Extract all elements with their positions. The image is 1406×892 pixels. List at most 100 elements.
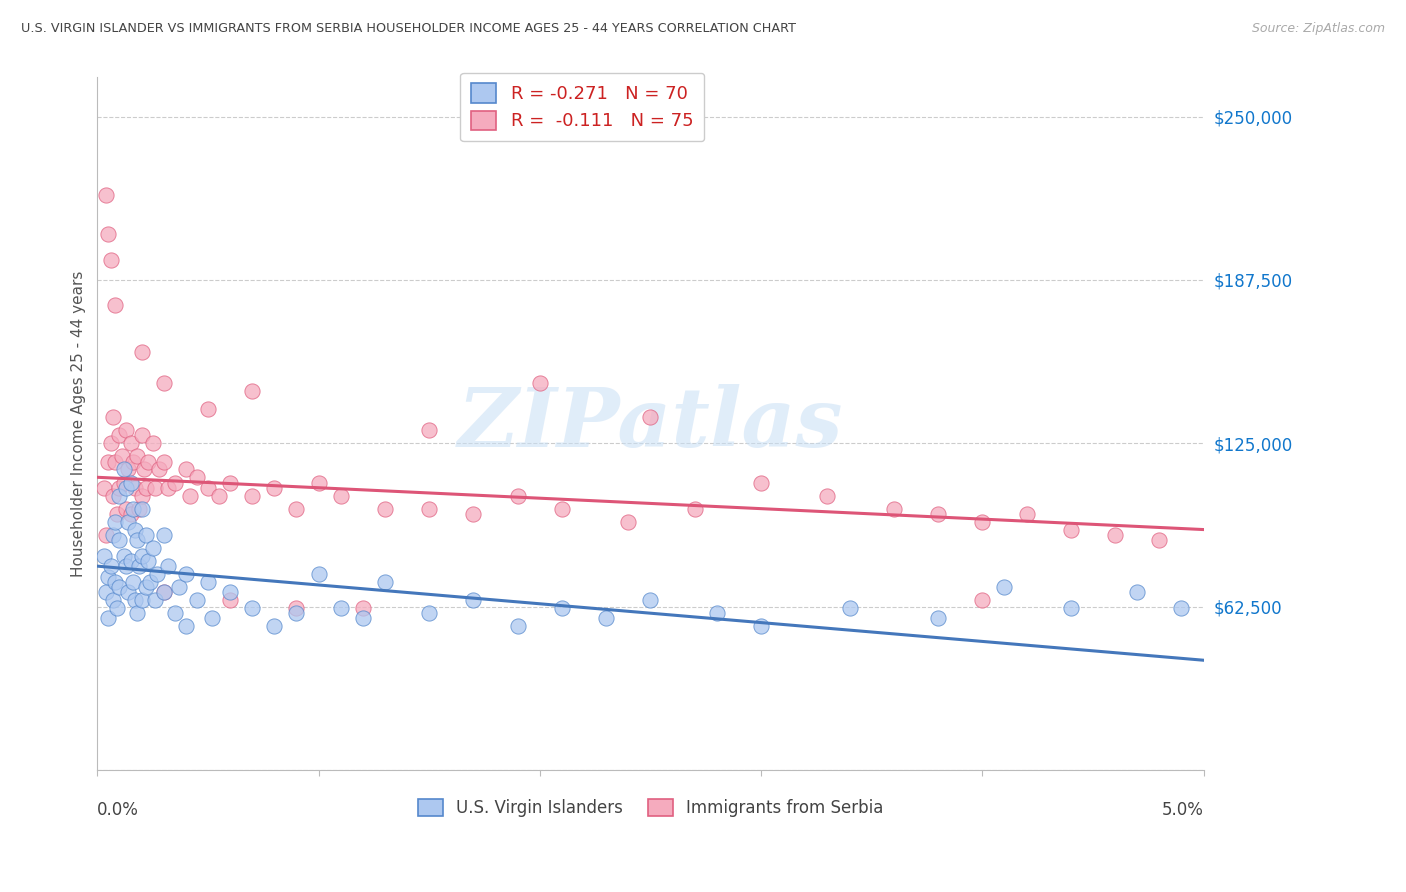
Point bbox=[100, 559, 122, 574]
Point bbox=[108, 481, 131, 495]
Point bbox=[97, 227, 120, 242]
Point bbox=[117, 515, 139, 529]
Point bbox=[329, 601, 352, 615]
Point bbox=[1060, 523, 1083, 537]
Point bbox=[124, 593, 146, 607]
Point bbox=[163, 606, 186, 620]
Point bbox=[128, 501, 150, 516]
Point bbox=[127, 450, 149, 464]
Point bbox=[128, 559, 150, 574]
Point bbox=[352, 601, 374, 615]
Point bbox=[101, 489, 124, 503]
Point bbox=[97, 455, 120, 469]
Point bbox=[972, 515, 994, 529]
Point bbox=[143, 593, 166, 607]
Point bbox=[96, 188, 118, 202]
Point bbox=[136, 554, 159, 568]
Point bbox=[308, 566, 330, 581]
Text: ZIPatlas: ZIPatlas bbox=[458, 384, 844, 464]
Point bbox=[418, 501, 440, 516]
Text: Source: ZipAtlas.com: Source: ZipAtlas.com bbox=[1251, 22, 1385, 36]
Point bbox=[117, 462, 139, 476]
Point bbox=[124, 523, 146, 537]
Point bbox=[186, 593, 208, 607]
Point bbox=[108, 489, 131, 503]
Point bbox=[179, 489, 201, 503]
Point bbox=[186, 470, 208, 484]
Point bbox=[927, 507, 949, 521]
Point bbox=[104, 574, 127, 589]
Point bbox=[1060, 601, 1083, 615]
Point bbox=[972, 593, 994, 607]
Point bbox=[148, 462, 170, 476]
Point bbox=[329, 489, 352, 503]
Point bbox=[308, 475, 330, 490]
Point bbox=[163, 475, 186, 490]
Text: 5.0%: 5.0% bbox=[1161, 801, 1204, 819]
Point bbox=[117, 585, 139, 599]
Point bbox=[142, 541, 165, 555]
Point bbox=[374, 574, 396, 589]
Point bbox=[219, 585, 242, 599]
Legend: U.S. Virgin Islanders, Immigrants from Serbia: U.S. Virgin Islanders, Immigrants from S… bbox=[411, 792, 890, 824]
Point bbox=[529, 376, 551, 391]
Point bbox=[105, 601, 128, 615]
Point bbox=[197, 574, 219, 589]
Point bbox=[127, 606, 149, 620]
Point bbox=[838, 601, 860, 615]
Text: 0.0%: 0.0% bbox=[97, 801, 139, 819]
Point bbox=[93, 549, 115, 563]
Point bbox=[157, 481, 180, 495]
Point bbox=[174, 462, 197, 476]
Point bbox=[506, 489, 529, 503]
Point bbox=[551, 601, 574, 615]
Point bbox=[124, 481, 146, 495]
Point bbox=[101, 593, 124, 607]
Point bbox=[112, 462, 135, 476]
Point bbox=[120, 554, 142, 568]
Point bbox=[595, 611, 617, 625]
Point bbox=[219, 593, 242, 607]
Point bbox=[111, 450, 134, 464]
Point bbox=[197, 481, 219, 495]
Point bbox=[136, 455, 159, 469]
Point bbox=[1104, 528, 1126, 542]
Point bbox=[120, 436, 142, 450]
Point bbox=[463, 507, 485, 521]
Point bbox=[352, 611, 374, 625]
Point bbox=[131, 489, 153, 503]
Point bbox=[93, 481, 115, 495]
Point bbox=[100, 253, 122, 268]
Point bbox=[115, 501, 138, 516]
Point bbox=[108, 428, 131, 442]
Point bbox=[139, 574, 162, 589]
Point bbox=[167, 580, 190, 594]
Point bbox=[115, 423, 138, 437]
Y-axis label: Householder Income Ages 25 - 44 years: Householder Income Ages 25 - 44 years bbox=[72, 270, 86, 577]
Point bbox=[104, 515, 127, 529]
Point bbox=[135, 580, 157, 594]
Point bbox=[121, 574, 143, 589]
Point bbox=[115, 559, 138, 574]
Point bbox=[463, 593, 485, 607]
Point bbox=[883, 501, 905, 516]
Point bbox=[115, 481, 138, 495]
Point bbox=[96, 585, 118, 599]
Point bbox=[1015, 507, 1038, 521]
Point bbox=[105, 507, 128, 521]
Point bbox=[1149, 533, 1171, 547]
Point bbox=[749, 475, 772, 490]
Text: U.S. VIRGIN ISLANDER VS IMMIGRANTS FROM SERBIA HOUSEHOLDER INCOME AGES 25 - 44 Y: U.S. VIRGIN ISLANDER VS IMMIGRANTS FROM … bbox=[21, 22, 796, 36]
Point bbox=[285, 501, 308, 516]
Point bbox=[104, 298, 127, 312]
Point bbox=[240, 384, 263, 398]
Point bbox=[120, 475, 142, 490]
Point bbox=[152, 376, 174, 391]
Point bbox=[131, 428, 153, 442]
Point bbox=[152, 528, 174, 542]
Point bbox=[101, 528, 124, 542]
Point bbox=[131, 344, 153, 359]
Point bbox=[120, 507, 142, 521]
Point bbox=[152, 455, 174, 469]
Point bbox=[706, 606, 728, 620]
